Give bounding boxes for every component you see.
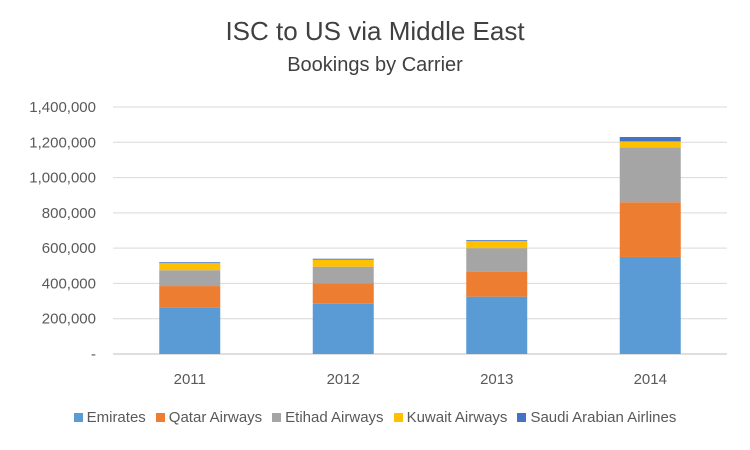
legend-swatch: [272, 413, 282, 422]
bar-segment: [312, 258, 374, 260]
bar-segment: [312, 303, 374, 354]
bar-segment: [312, 283, 374, 304]
bar-segment: [159, 270, 221, 287]
chart-subtitle: Bookings by Carrier: [287, 54, 463, 76]
legend-label: Kuwait Airways: [406, 409, 508, 426]
legend-item: Saudi Arabian Airlines: [517, 409, 676, 426]
x-tick-label: 2011: [174, 371, 206, 388]
legend-item: Etihad Airways: [272, 409, 384, 426]
legend-item: Emirates: [73, 409, 146, 426]
bar-segment: [619, 256, 681, 354]
x-tick-label: 2014: [634, 371, 667, 388]
y-tick-label: 1,000,000: [29, 170, 96, 187]
legend-label: Etihad Airways: [285, 409, 384, 426]
bar-segment: [159, 307, 221, 354]
bar-segment: [312, 259, 374, 267]
legend-label: Saudi Arabian Airlines: [530, 409, 677, 426]
bar-segment: [619, 202, 681, 257]
y-tick-label: 200,000: [42, 311, 96, 328]
y-tick-label: 1,400,000: [29, 99, 96, 116]
y-tick-label: 1,200,000: [29, 134, 96, 151]
bar-segment: [466, 241, 528, 249]
legend-item: Qatar Airways: [155, 409, 263, 426]
bar-segment: [312, 266, 374, 284]
bar-segment: [619, 147, 681, 203]
x-tick-label: 2013: [480, 371, 513, 388]
bar-segment: [466, 296, 528, 354]
legend-swatch: [393, 413, 403, 422]
legend-label: Qatar Airways: [168, 409, 263, 426]
legend-swatch: [517, 413, 527, 422]
bar-segment: [619, 141, 681, 148]
x-tick-label: 2012: [327, 371, 360, 388]
bar-segment: [466, 240, 528, 242]
bar-segment: [619, 136, 681, 142]
bar-segment: [159, 286, 221, 308]
y-tick-label: 400,000: [42, 275, 96, 292]
legend-item: Kuwait Airways: [393, 409, 508, 426]
bar-segment: [159, 262, 221, 264]
bar-segment: [466, 248, 528, 272]
y-tick-label: -: [91, 346, 96, 363]
legend-label: Emirates: [86, 409, 146, 426]
y-tick-label: 600,000: [42, 240, 96, 257]
legend-swatch: [73, 413, 83, 422]
bar-segment: [466, 271, 528, 297]
legend: Emirates Qatar Airways Etihad Airways Kuwai…: [0, 409, 750, 426]
y-tick-label: 800,000: [42, 205, 96, 222]
chart-title: ISC to US via Middle East: [225, 16, 525, 46]
bar-segment: [159, 263, 221, 271]
legend-swatch: [155, 413, 165, 422]
